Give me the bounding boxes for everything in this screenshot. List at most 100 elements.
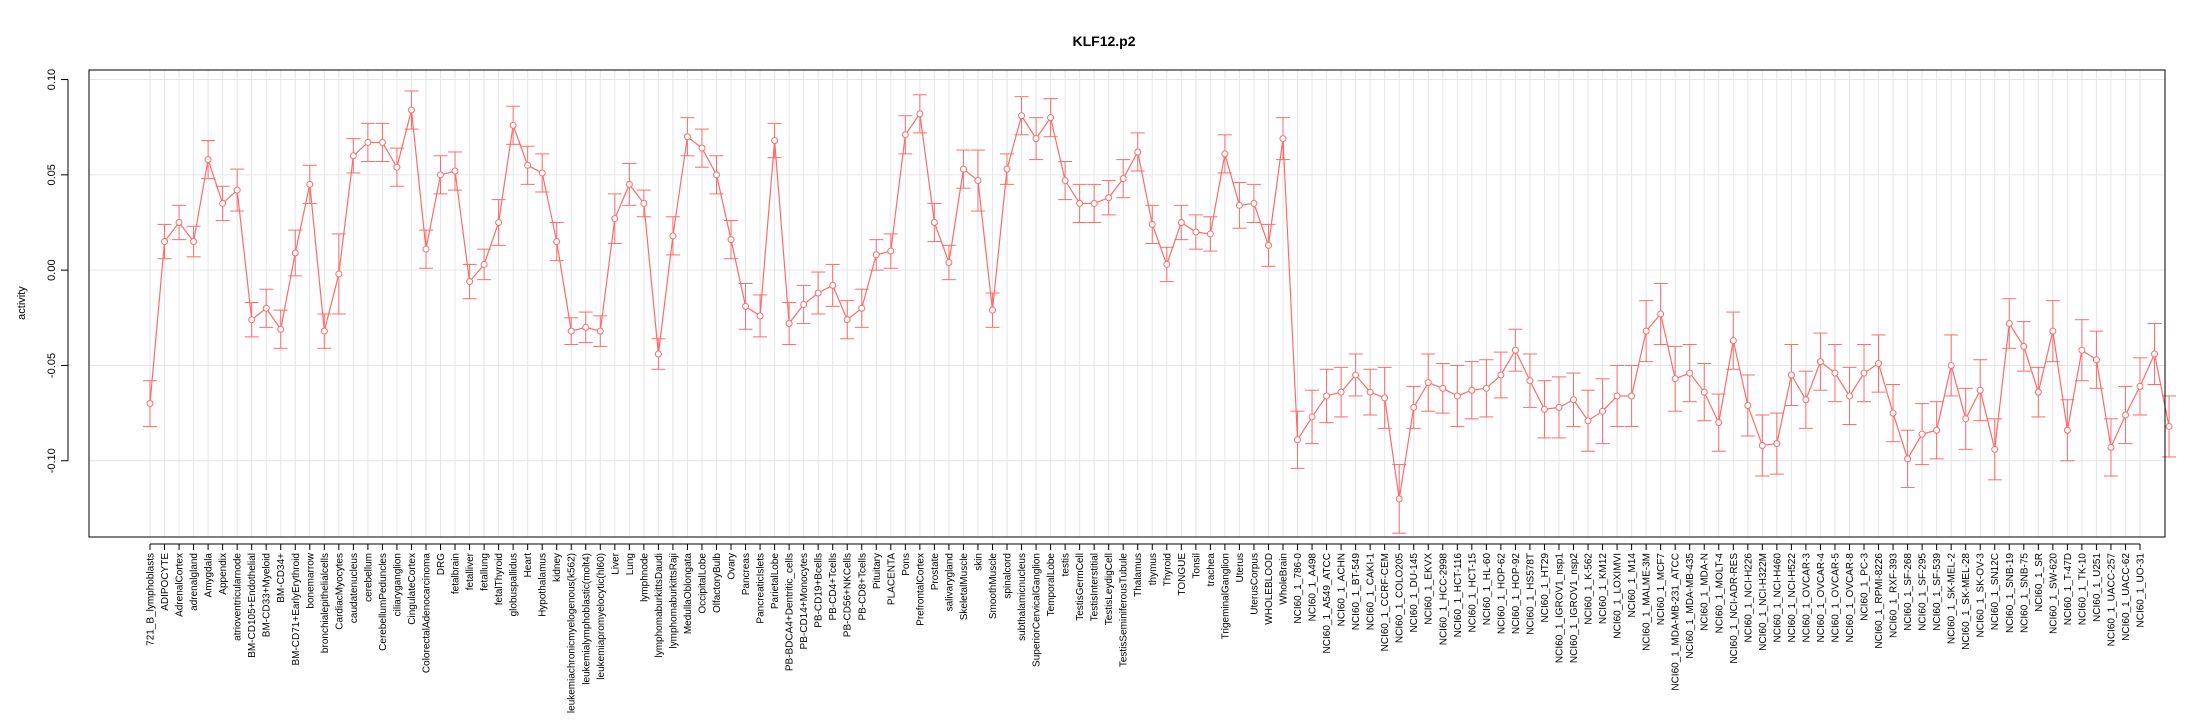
data-point [1540, 405, 1548, 413]
data-point [277, 325, 285, 333]
data-point [2092, 356, 2100, 364]
x-tick-label: ciliaryganglion [392, 553, 403, 616]
data-point [2078, 346, 2086, 354]
x-tick-label: spinalcord [1003, 553, 1014, 599]
x-tick-label: fetalThyroid [494, 553, 505, 605]
data-point [829, 281, 837, 289]
data-point [306, 180, 314, 188]
data-point [988, 306, 996, 314]
data-point [1439, 384, 1447, 392]
x-tick-label: SuperiorCervicalGanglion [1032, 553, 1043, 667]
data-point [1468, 386, 1476, 394]
data-point [466, 278, 474, 286]
x-tick-label: PB-CD14+Monocytes [799, 553, 810, 649]
x-tick-label: NCI60_1_HOP-62 [1496, 553, 1507, 635]
x-tick-label: NCI60_1_MOLT-4 [1714, 553, 1725, 634]
x-tick-label: NCI60_1_CCRF-CEM [1380, 553, 1391, 651]
x-tick-label: NCI60_1_SF-268 [1903, 553, 1914, 631]
data-point [1061, 177, 1069, 185]
x-tick-label: lymphomaburkittsRaji [668, 553, 679, 649]
data-point [1032, 135, 1040, 143]
data-point [1613, 392, 1621, 400]
data-point [1047, 114, 1055, 122]
x-tick-label: NCI60_1_MDA-MB-231_ATCC [1671, 553, 1682, 691]
x-tick-label: BM-CD71+EarlyErythroid [291, 553, 302, 666]
x-tick-label: PrefrontalCortex [915, 553, 926, 626]
x-tick-label: Appendix [218, 553, 229, 595]
data-point [1352, 371, 1360, 379]
x-tick-label: fetalliver [465, 552, 476, 590]
x-tick-label: leukemiapromyelocytic(hl60) [596, 553, 607, 680]
data-point [887, 247, 895, 255]
data-point [1221, 150, 1229, 158]
data-point [204, 156, 212, 164]
data-point [1264, 241, 1272, 249]
x-tick-label: NCI60_1_RXF-393 [1889, 553, 1900, 638]
data-point [1105, 194, 1113, 202]
x-tick-label: NCI60_1_SNB-19 [2005, 553, 2016, 633]
data-point [451, 167, 459, 175]
data-point [248, 316, 256, 324]
x-tick-label: NCI60_1_SW-620 [2048, 553, 2059, 634]
x-tick-label: AdrenalCortex [175, 553, 186, 617]
x-tick-label: NCI60_1_COLO205 [1395, 553, 1406, 643]
x-tick-label: NCI60_1_PC-3 [1860, 553, 1871, 621]
x-tick-label: TONGUE [1177, 553, 1188, 596]
x-tick-label: Pancreas [741, 553, 752, 595]
data-point [2165, 422, 2173, 430]
data-point [1018, 112, 1026, 120]
data-point [901, 131, 909, 139]
data-point [1628, 392, 1636, 400]
x-tick-label: TestisGermCell [1075, 553, 1086, 621]
x-tick-label: TestisSeminiferousTubule [1119, 553, 1130, 668]
x-tick-label: NCI60_1_U251 [2092, 553, 2103, 622]
data-point [814, 289, 822, 297]
x-tick-label: NCI60_1_NCI-H226 [1743, 553, 1754, 643]
x-tick-label: skin [973, 553, 984, 571]
data-point [858, 304, 866, 312]
data-point [1657, 310, 1665, 318]
x-tick-label: WholeBrain [1278, 553, 1289, 605]
data-point [1802, 396, 1810, 404]
x-tick-label: thymus [1148, 553, 1159, 585]
x-tick-label: NCI60_1_A498 [1308, 553, 1319, 622]
data-point [553, 238, 561, 246]
data-point [1976, 386, 1984, 394]
grid [89, 70, 2165, 537]
data-point [1715, 419, 1723, 427]
x-tick-label: NCI60_1_NCI-ADR-RES [1729, 553, 1740, 664]
data-point [1308, 413, 1316, 421]
data-point [407, 106, 415, 114]
x-tick-label: Pituitary [872, 553, 883, 589]
x-tick-label: NCI60_1_M14 [1627, 553, 1638, 618]
error-bars [143, 90, 2177, 534]
x-tick-label: NCI60_1_K-562 [1584, 553, 1595, 625]
x-tick-label: NCI60_1_HL-60 [1482, 553, 1493, 626]
data-point [1134, 148, 1142, 156]
x-tick-label: NCI60_1_SNB-75 [2019, 553, 2030, 633]
x-tick-label: NCI60_1_T-47D [2063, 553, 2074, 625]
x-tick-label: NCI60_1_786-0 [1293, 553, 1304, 624]
data-point [437, 171, 445, 179]
data-point [1744, 401, 1752, 409]
data-point [2063, 426, 2071, 434]
x-tick-label: TestisInterstitial [1090, 553, 1101, 621]
data-point [1381, 394, 1389, 402]
data-point [538, 169, 546, 177]
data-point [974, 177, 982, 185]
data-point [1773, 440, 1781, 448]
data-point [640, 199, 648, 207]
data-point [393, 163, 401, 171]
y-tick-label: 0.10 [46, 69, 58, 90]
x-tick-label: NCI60_1_ACHN [1337, 553, 1348, 626]
x-tick-label: salivarygland [944, 553, 955, 611]
x-tick-label: Thalamus [1133, 553, 1144, 597]
data-point [320, 327, 328, 335]
x-tick-label: NCI60_1_SR [2034, 553, 2045, 612]
x-tick-label: NCI60_1_UACC-257 [2106, 553, 2117, 647]
x-tick-label: NCI60_1_CAKI-1 [1366, 553, 1377, 631]
data-point [2136, 382, 2144, 390]
x-tick-label: NCI60_1_MDA-N [1700, 553, 1711, 631]
x-tick-label: PB-CD56+NKCells [843, 553, 854, 637]
